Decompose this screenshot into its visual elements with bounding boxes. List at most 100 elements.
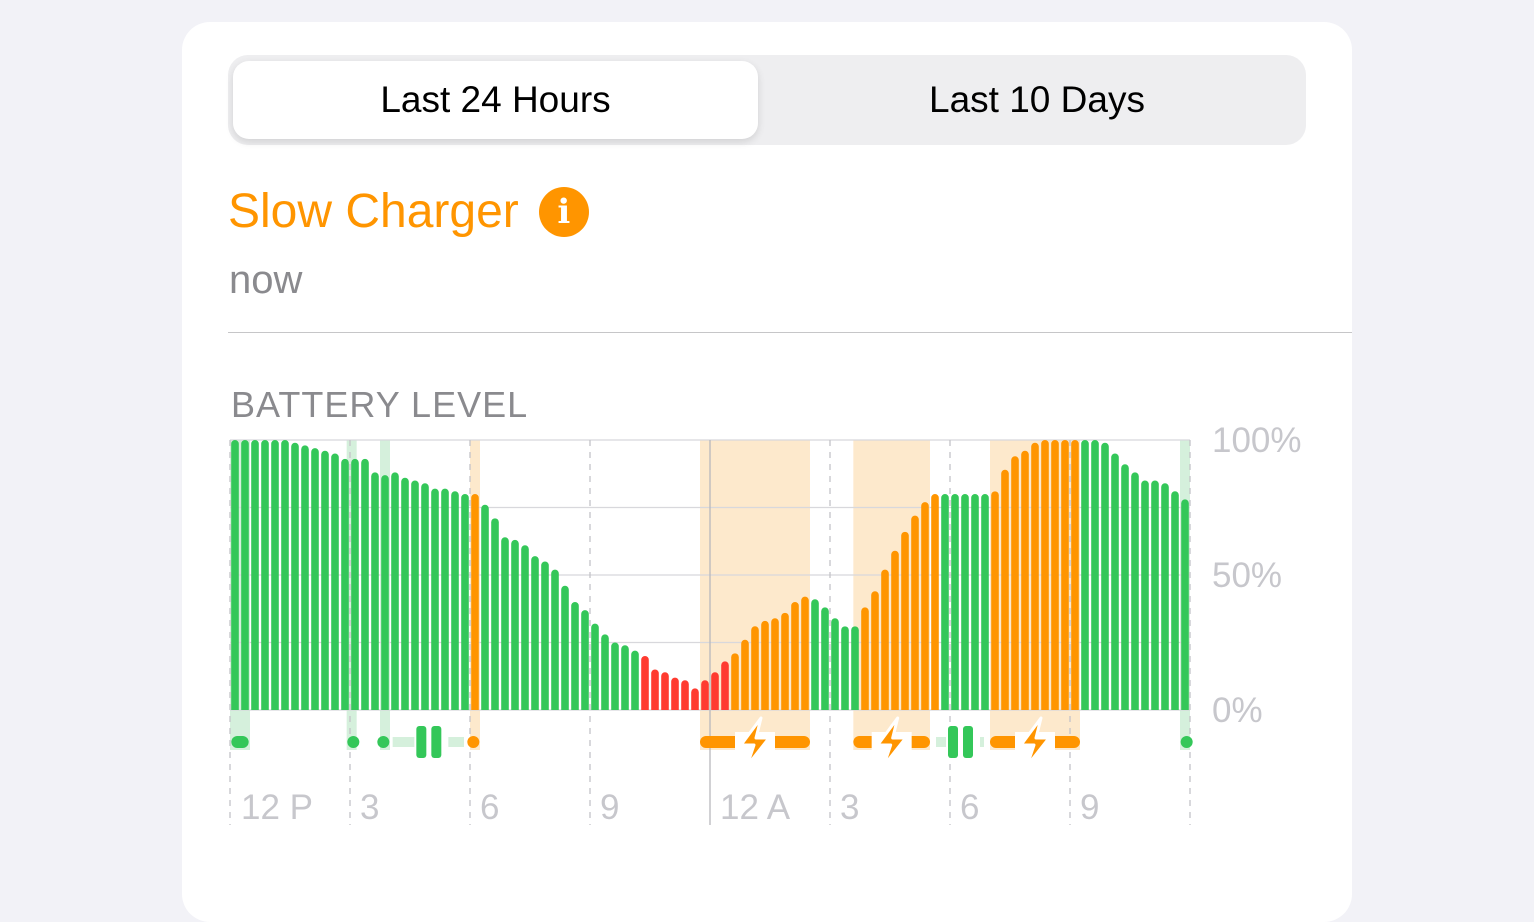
- battery-bar: [281, 440, 289, 710]
- battery-bar: [1181, 499, 1189, 710]
- battery-bar: [441, 488, 449, 710]
- battery-bar: [771, 618, 779, 710]
- battery-bar: [651, 669, 659, 710]
- battery-bar: [301, 445, 309, 710]
- pause-icon: [431, 726, 442, 758]
- lightning-bolt-icon: [739, 716, 771, 768]
- battery-bar: [1161, 483, 1169, 710]
- battery-bar: [681, 680, 689, 710]
- battery-bar: [611, 642, 619, 710]
- battery-bar: [1101, 442, 1109, 710]
- battery-bar: [511, 539, 519, 710]
- battery-bar: [381, 475, 389, 710]
- battery-bar: [361, 458, 369, 710]
- x-tick-label: 3: [360, 788, 380, 827]
- battery-bar: [461, 494, 469, 710]
- info-icon[interactable]: i: [538, 186, 589, 237]
- battery-bar: [741, 639, 749, 710]
- screen-active-marker: [347, 736, 360, 748]
- battery-bar: [931, 494, 939, 710]
- screen-active-marker: [377, 736, 390, 748]
- battery-bar: [811, 599, 819, 710]
- battery-bar: [891, 550, 899, 710]
- battery-bar: [411, 480, 419, 710]
- y-tick-label: 0%: [1212, 691, 1263, 730]
- battery-bar: [1081, 439, 1089, 710]
- battery-bar: [631, 650, 639, 710]
- battery-bar: [291, 442, 299, 710]
- battery-bar: [571, 602, 579, 710]
- battery-bar: [401, 477, 409, 710]
- battery-bar: [951, 494, 959, 710]
- battery-bar: [431, 488, 439, 710]
- battery-bar: [1061, 439, 1069, 710]
- battery-bar: [1021, 450, 1029, 710]
- pause-icon: [963, 726, 973, 758]
- battery-bar: [841, 626, 849, 710]
- battery-level-chart: [229, 439, 1193, 825]
- screen-active-marker: [1180, 736, 1193, 748]
- battery-bar: [991, 491, 999, 710]
- battery-bar: [971, 494, 979, 710]
- battery-bar: [1131, 472, 1139, 710]
- lightning-bolt-icon: [876, 716, 908, 768]
- battery-bar: [1151, 480, 1159, 710]
- battery-bar: [711, 672, 719, 710]
- battery-bar: [791, 602, 799, 710]
- battery-bar: [751, 626, 759, 710]
- battery-bar: [661, 672, 669, 710]
- battery-bar: [901, 531, 909, 710]
- charging-marker: [467, 736, 480, 748]
- battery-bar: [781, 612, 789, 710]
- battery-bar: [961, 494, 969, 710]
- battery-bar: [871, 591, 879, 710]
- battery-bar: [721, 661, 729, 710]
- battery-bar: [851, 626, 859, 710]
- battery-bar: [761, 620, 769, 710]
- battery-bar: [601, 634, 609, 710]
- battery-bar: [351, 458, 359, 710]
- battery-bar: [251, 440, 259, 710]
- battery-bar: [421, 483, 429, 710]
- battery-bar: [861, 607, 869, 710]
- battery-bar: [371, 472, 379, 710]
- battery-bar: [471, 494, 479, 710]
- battery-bar: [1111, 453, 1119, 710]
- battery-bar: [691, 688, 699, 710]
- battery-bar: [561, 585, 569, 710]
- battery-bar: [331, 453, 339, 710]
- status-time: now: [229, 258, 303, 302]
- charging-status: Slow Charger i: [228, 184, 589, 239]
- battery-bar: [881, 569, 889, 710]
- battery-bar: [1011, 456, 1019, 710]
- battery-bar: [701, 680, 709, 710]
- battery-bar: [1121, 464, 1129, 710]
- battery-bar: [1091, 439, 1099, 710]
- y-tick-label: 100%: [1212, 421, 1302, 460]
- battery-bar: [311, 448, 319, 710]
- battery-bar: [581, 610, 589, 710]
- battery-bar: [941, 494, 949, 710]
- battery-bar: [1031, 442, 1039, 710]
- battery-bar: [981, 494, 989, 710]
- battery-bar: [801, 596, 809, 710]
- battery-bar: [1071, 439, 1079, 710]
- x-tick-label: 6: [480, 788, 500, 827]
- x-tick-label: 9: [600, 788, 620, 827]
- battery-bar: [1141, 480, 1149, 710]
- tab-last-24-hours[interactable]: Last 24 Hours: [233, 61, 758, 139]
- battery-bar: [821, 607, 829, 710]
- tab-last-10-days[interactable]: Last 10 Days: [929, 79, 1145, 120]
- x-tick-label: 12 A: [720, 788, 791, 827]
- battery-bar: [591, 623, 599, 710]
- battery-bar: [451, 491, 459, 710]
- battery-bar: [671, 677, 679, 710]
- battery-bar: [921, 502, 929, 710]
- battery-bar: [831, 618, 839, 710]
- lightning-bolt-icon: [1019, 716, 1051, 768]
- section-title: BATTERY LEVEL: [231, 384, 529, 425]
- battery-bar: [1001, 469, 1009, 710]
- x-tick-label: 9: [1080, 788, 1100, 827]
- battery-bar: [261, 440, 269, 710]
- battery-bar: [641, 656, 649, 710]
